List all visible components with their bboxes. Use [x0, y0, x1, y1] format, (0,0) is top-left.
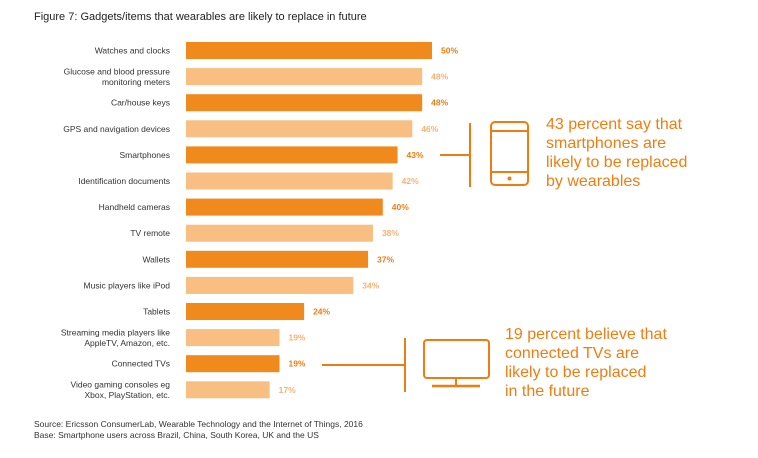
chart-title: Figure 7: Gadgets/items that wearables a…: [34, 11, 367, 23]
value-labels-group: 50% 48% 48% 46% 43% 42% 40% 38% 37% 34% 24% 19% 19% 1…: [279, 46, 459, 395]
tv-callout-text: 19 percent believe that connected TVs ar…: [505, 325, 667, 401]
value-label: 38%: [382, 228, 399, 238]
value-label: 17%: [279, 385, 296, 395]
value-label: 46%: [421, 124, 438, 134]
value-label: 43%: [407, 150, 424, 160]
source-note: Source: Ericsson ConsumerLab, Wearable T…: [34, 419, 363, 441]
value-label: 19%: [288, 359, 305, 369]
value-label: 19%: [288, 333, 305, 343]
source-line: Source: Ericsson ConsumerLab, Wearable T…: [34, 419, 363, 429]
category-label: Glucose and blood pressure: [64, 66, 171, 76]
category-label: Watches and clocks: [95, 46, 170, 56]
value-label: 48%: [431, 98, 448, 108]
value-label: 42%: [402, 176, 419, 186]
base-line: Base: Smartphone users across Brazil, Ch…: [34, 430, 319, 440]
bar: [186, 276, 354, 294]
category-label: monitoring meters: [102, 77, 170, 87]
value-label: 34%: [362, 280, 379, 290]
callout-line: smartphones are: [546, 135, 667, 152]
category-label: TV remote: [130, 228, 170, 238]
category-label: Handheld cameras: [99, 202, 170, 212]
callout-line: connected TVs are: [505, 345, 640, 362]
bar: [186, 303, 305, 320]
bars-group: [186, 42, 432, 399]
category-label: Tablets: [143, 307, 170, 317]
category-label: Identification documents: [78, 176, 170, 186]
bar: [186, 94, 423, 112]
bar: [186, 381, 270, 399]
tv-icon: [423, 339, 490, 388]
bar: [186, 172, 393, 190]
category-label: GPS and navigation devices: [63, 124, 170, 134]
smartphone-icon: [490, 121, 529, 186]
category-label: Wallets: [142, 254, 170, 264]
callout-line: likely to be replaced: [546, 154, 688, 171]
category-label: Music players like iPod: [84, 280, 171, 290]
bar: [186, 42, 432, 59]
bar: [186, 146, 398, 164]
callout-line: by wearables: [546, 173, 641, 190]
bar: [186, 120, 413, 138]
category-label: Connected TVs: [112, 359, 170, 369]
smartphone-callout-text: 43 percent say that smartphones are like…: [546, 115, 687, 191]
category-label: Xbox, PlayStation, etc.: [84, 390, 170, 400]
value-label: 50%: [441, 46, 458, 56]
bar: [186, 355, 280, 373]
category-label: Car/house keys: [111, 98, 170, 108]
bar: [186, 68, 423, 86]
category-label: Smartphones: [119, 150, 170, 160]
value-label: 40%: [392, 202, 409, 212]
bar: [186, 198, 383, 216]
value-label: 48%: [431, 72, 448, 82]
smartphone-callout-bracket: [440, 123, 471, 187]
category-label: Streaming media players like: [61, 327, 170, 337]
bar: [186, 329, 280, 347]
category-labels-group: Watches and clocks Glucose and blood pres…: [61, 46, 170, 401]
bar: [186, 250, 369, 268]
value-label: 37%: [377, 254, 394, 264]
callout-line: 43 percent say that: [546, 116, 683, 133]
callout-line: in the future: [505, 383, 590, 400]
bar: [186, 224, 373, 242]
category-label: AppleTV, Amazon, etc.: [84, 338, 170, 348]
callout-line: likely to be replaced: [505, 364, 647, 381]
value-label: 24%: [313, 307, 330, 317]
callout-line: 19 percent believe that: [505, 326, 667, 343]
category-label: Video gaming consoles eg: [70, 380, 170, 390]
tv-callout-bracket: [322, 338, 406, 392]
